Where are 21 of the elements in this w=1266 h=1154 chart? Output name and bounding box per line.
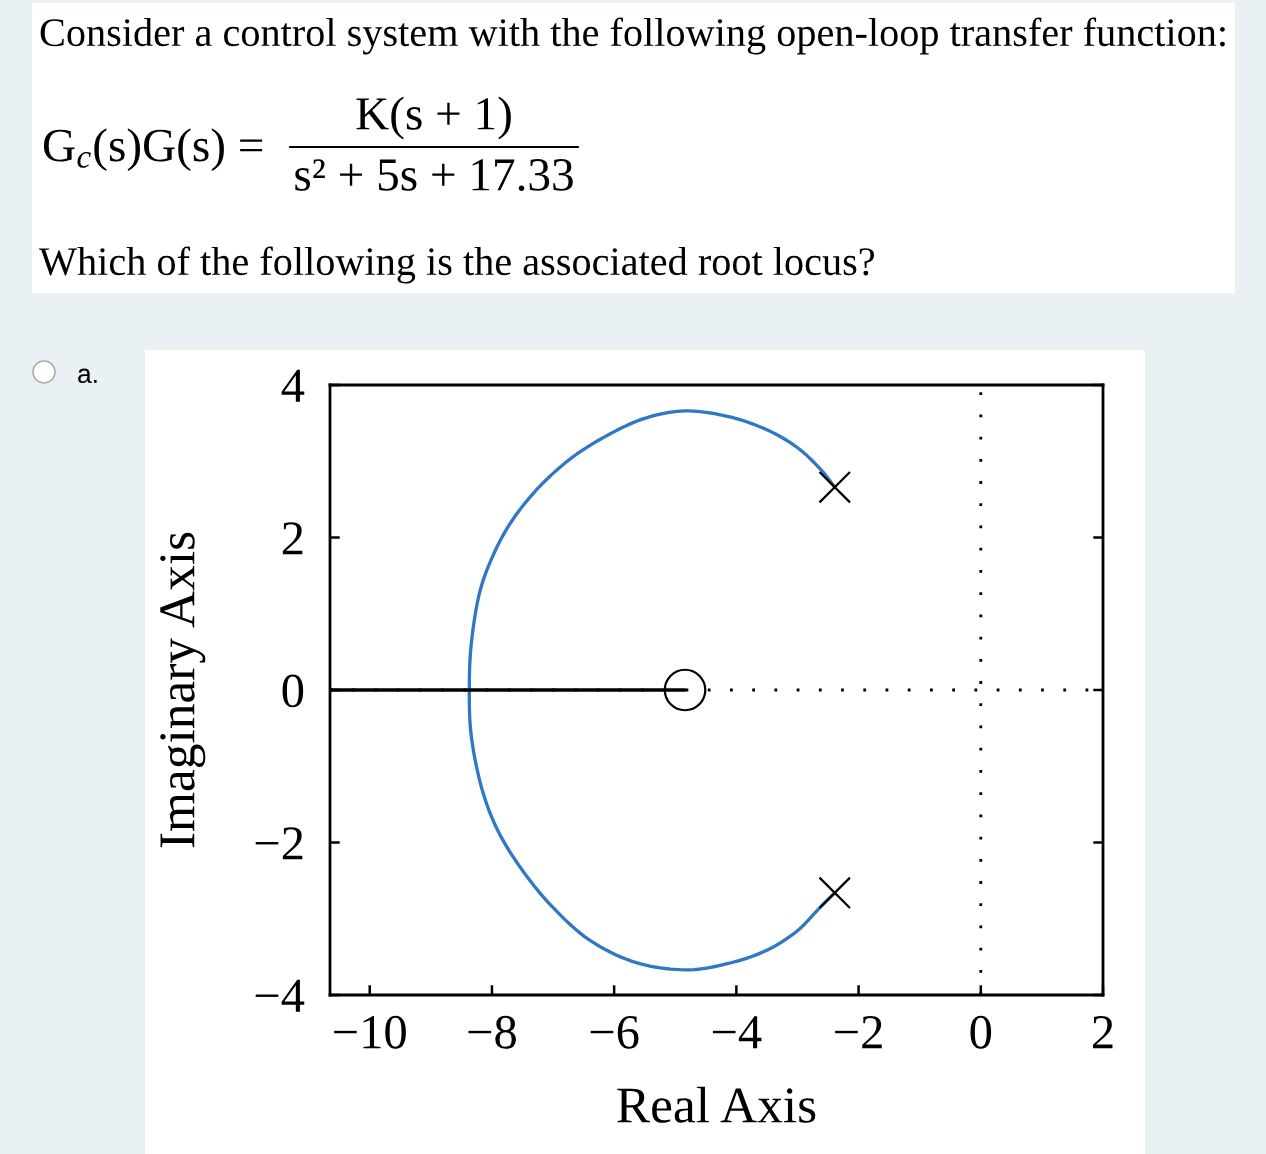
y-tick-label: 2 bbox=[282, 522, 303, 555]
x-tick-label: −8 bbox=[468, 1015, 516, 1049]
x-tick-label: 0 bbox=[970, 1015, 992, 1049]
text: G$_{c}$(s)G(s) = bbox=[43, 128, 263, 172]
text: K(s + 1) bbox=[356, 96, 511, 140]
y-tick-label: 0 bbox=[282, 674, 304, 708]
text: a. bbox=[78, 368, 97, 384]
chart-title: Consider a control system with the following open-loop transfer function: bbox=[40, 17, 1225, 55]
y-tick-label: 4 bbox=[281, 369, 305, 402]
x-tick-label: 2 bbox=[1092, 1015, 1113, 1049]
x-tick-label: −6 bbox=[590, 1015, 639, 1049]
chart-subtitle: Which of the following is the associated root locus? bbox=[39, 246, 875, 284]
x-axis-title: Real Axis bbox=[617, 1086, 816, 1123]
point bbox=[663, 668, 707, 712]
y-tick-label: −2 bbox=[255, 827, 303, 860]
y-axis-title: Imaginary Axis bbox=[160, 532, 206, 848]
x-tick-label: −2 bbox=[835, 1015, 882, 1049]
x-tick-label: −10 bbox=[334, 1015, 406, 1049]
x-tick-label: −4 bbox=[712, 1016, 762, 1049]
text: s² + 5s + 17.33 bbox=[295, 159, 573, 192]
y-tick-label: −4 bbox=[255, 979, 305, 1012]
